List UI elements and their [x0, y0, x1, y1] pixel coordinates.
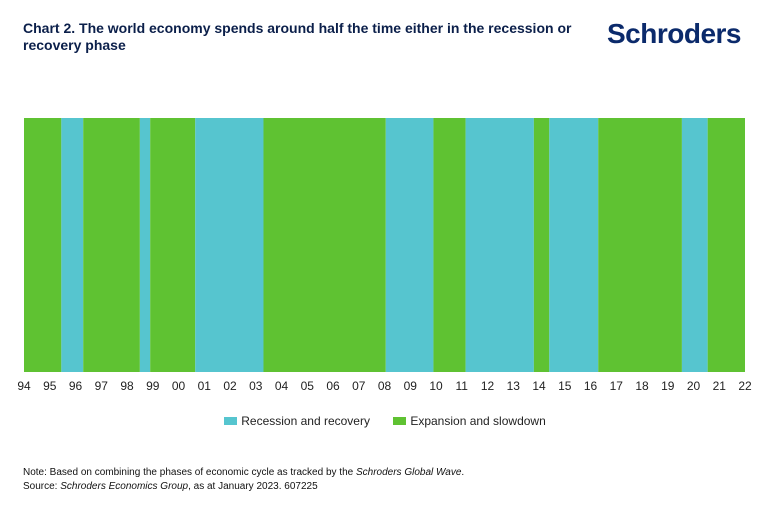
- legend-item-expansion: Expansion and slowdown: [393, 414, 546, 428]
- expansion-band-2: [83, 118, 140, 372]
- expansion-band-10: [533, 118, 550, 372]
- x-tick-label-15: 15: [558, 379, 572, 393]
- x-tick-label-96: 96: [69, 379, 83, 393]
- expansion-band-8: [433, 118, 466, 372]
- x-tick-label-06: 06: [326, 379, 340, 393]
- expansion-band-6: [263, 118, 386, 372]
- x-tick-label-20: 20: [687, 379, 701, 393]
- expansion-band-12: [598, 118, 682, 372]
- recession-band-3: [139, 118, 151, 372]
- x-tick-label-97: 97: [95, 379, 109, 393]
- recession-band-5: [195, 118, 264, 372]
- x-tick-label-17: 17: [610, 379, 624, 393]
- x-tick-label-04: 04: [275, 379, 289, 393]
- x-tick-label-00: 00: [172, 379, 186, 393]
- footnotes: Note: Based on combining the phases of e…: [23, 466, 464, 494]
- x-tick-label-07: 07: [352, 379, 366, 393]
- x-tick-label-19: 19: [661, 379, 675, 393]
- phase-chart: 94 95 96 97 98 99 00 01 02 03 04 05 06 07 08 09 10 11 12 13…: [17, 118, 752, 393]
- x-tick-label-16: 16: [584, 379, 598, 393]
- x-tick-label-95: 95: [43, 379, 57, 393]
- expansion-band-0: [24, 118, 62, 372]
- legend-item-recession: Recession and recovery: [224, 414, 370, 428]
- chart-title: Chart 2. The world economy spends around…: [23, 20, 572, 53]
- source-line: Source: Schroders Economics Group, as at…: [23, 481, 318, 492]
- x-tick-label-09: 09: [404, 379, 418, 393]
- recession-band-9: [465, 118, 534, 372]
- legend-swatch-recession: [224, 417, 238, 425]
- x-tick-label-22: 22: [738, 379, 752, 393]
- x-tick-label-02: 02: [223, 379, 237, 393]
- x-tick-label-01: 01: [198, 379, 212, 393]
- x-tick-label-08: 08: [378, 379, 392, 393]
- legend: Recession and recovery Expansion and slo…: [0, 414, 770, 428]
- legend-label-recession: Recession and recovery: [241, 414, 370, 428]
- x-tick-label-13: 13: [507, 379, 521, 393]
- expansion-band-15: [707, 118, 745, 372]
- x-tick-label-03: 03: [249, 379, 263, 393]
- x-tick-label-14: 14: [532, 379, 546, 393]
- recession-band-1: [61, 118, 84, 372]
- recession-band-7: [385, 118, 434, 372]
- x-tick-label-05: 05: [301, 379, 315, 393]
- phase-bands: [24, 118, 745, 372]
- x-tick-label-11: 11: [456, 379, 469, 393]
- schroders-logo: Schroders: [607, 18, 742, 49]
- x-tick-label-99: 99: [146, 379, 160, 393]
- recession-band-13: [681, 118, 685, 372]
- x-axis-tick-labels: 94 95 96 97 98 99 00 01 02 03 04 05 06 07 08 09 10 11 12 13…: [17, 379, 752, 393]
- x-tick-label-21: 21: [713, 379, 727, 393]
- expansion-band-4: [150, 118, 196, 372]
- x-tick-label-10: 10: [429, 379, 443, 393]
- x-tick-label-98: 98: [120, 379, 134, 393]
- recession-band-14: [684, 118, 708, 372]
- legend-swatch-expansion: [393, 417, 407, 425]
- x-tick-label-12: 12: [481, 379, 495, 393]
- recession-band-11: [549, 118, 599, 372]
- legend-label-expansion: Expansion and slowdown: [410, 414, 546, 428]
- note-line: Note: Based on combining the phases of e…: [23, 467, 465, 478]
- x-tick-label-94: 94: [17, 379, 31, 393]
- x-tick-label-18: 18: [635, 379, 649, 393]
